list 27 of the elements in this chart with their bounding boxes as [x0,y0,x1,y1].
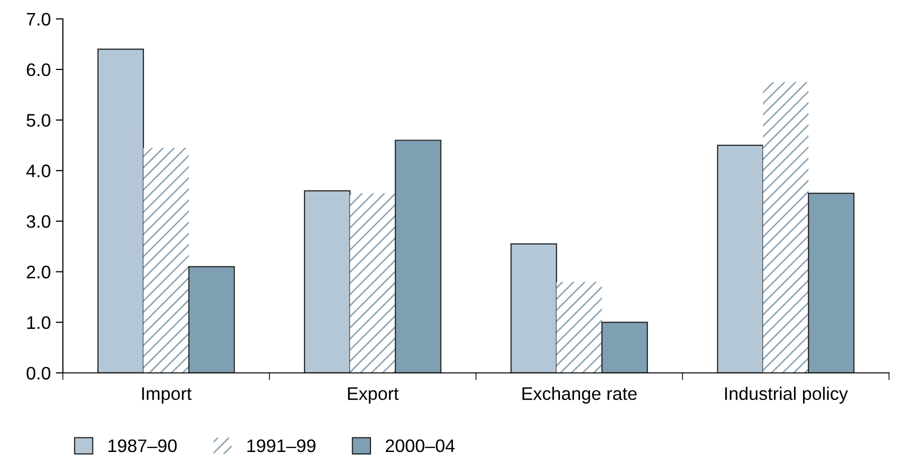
x-tick-label: Import [142,387,192,404]
bar [556,282,602,373]
bar [601,322,648,373]
y-tick-label: 5.0 [26,114,50,127]
x-tick-label: Industrial policy [725,386,848,404]
bar [717,144,764,373]
y-tick-label: 4.0 [26,164,50,178]
bar [394,140,442,373]
y-tick-label: 1.0 [27,316,50,330]
y-tick-label: 2.0 [26,266,50,278]
bar [304,190,351,373]
y-tick-label: 7.0 [26,12,50,26]
legend-label: 1987–90 [108,439,177,452]
x-tick-label: Exchange rate [522,386,637,404]
x-tick-label: Export [348,387,399,404]
bar [188,266,235,373]
bar [808,192,854,373]
bar [510,243,558,373]
legend-label: 2000–04 [386,439,455,452]
bar [143,148,189,373]
y-tick-label: 0.0 [26,366,50,380]
bar [97,48,144,373]
y-tick-label: 6.0 [26,63,50,76]
y-tick-label: 3.0 [26,215,50,228]
bar [763,82,808,373]
bar [350,193,396,373]
legend-label: 1991–99 [247,439,316,452]
